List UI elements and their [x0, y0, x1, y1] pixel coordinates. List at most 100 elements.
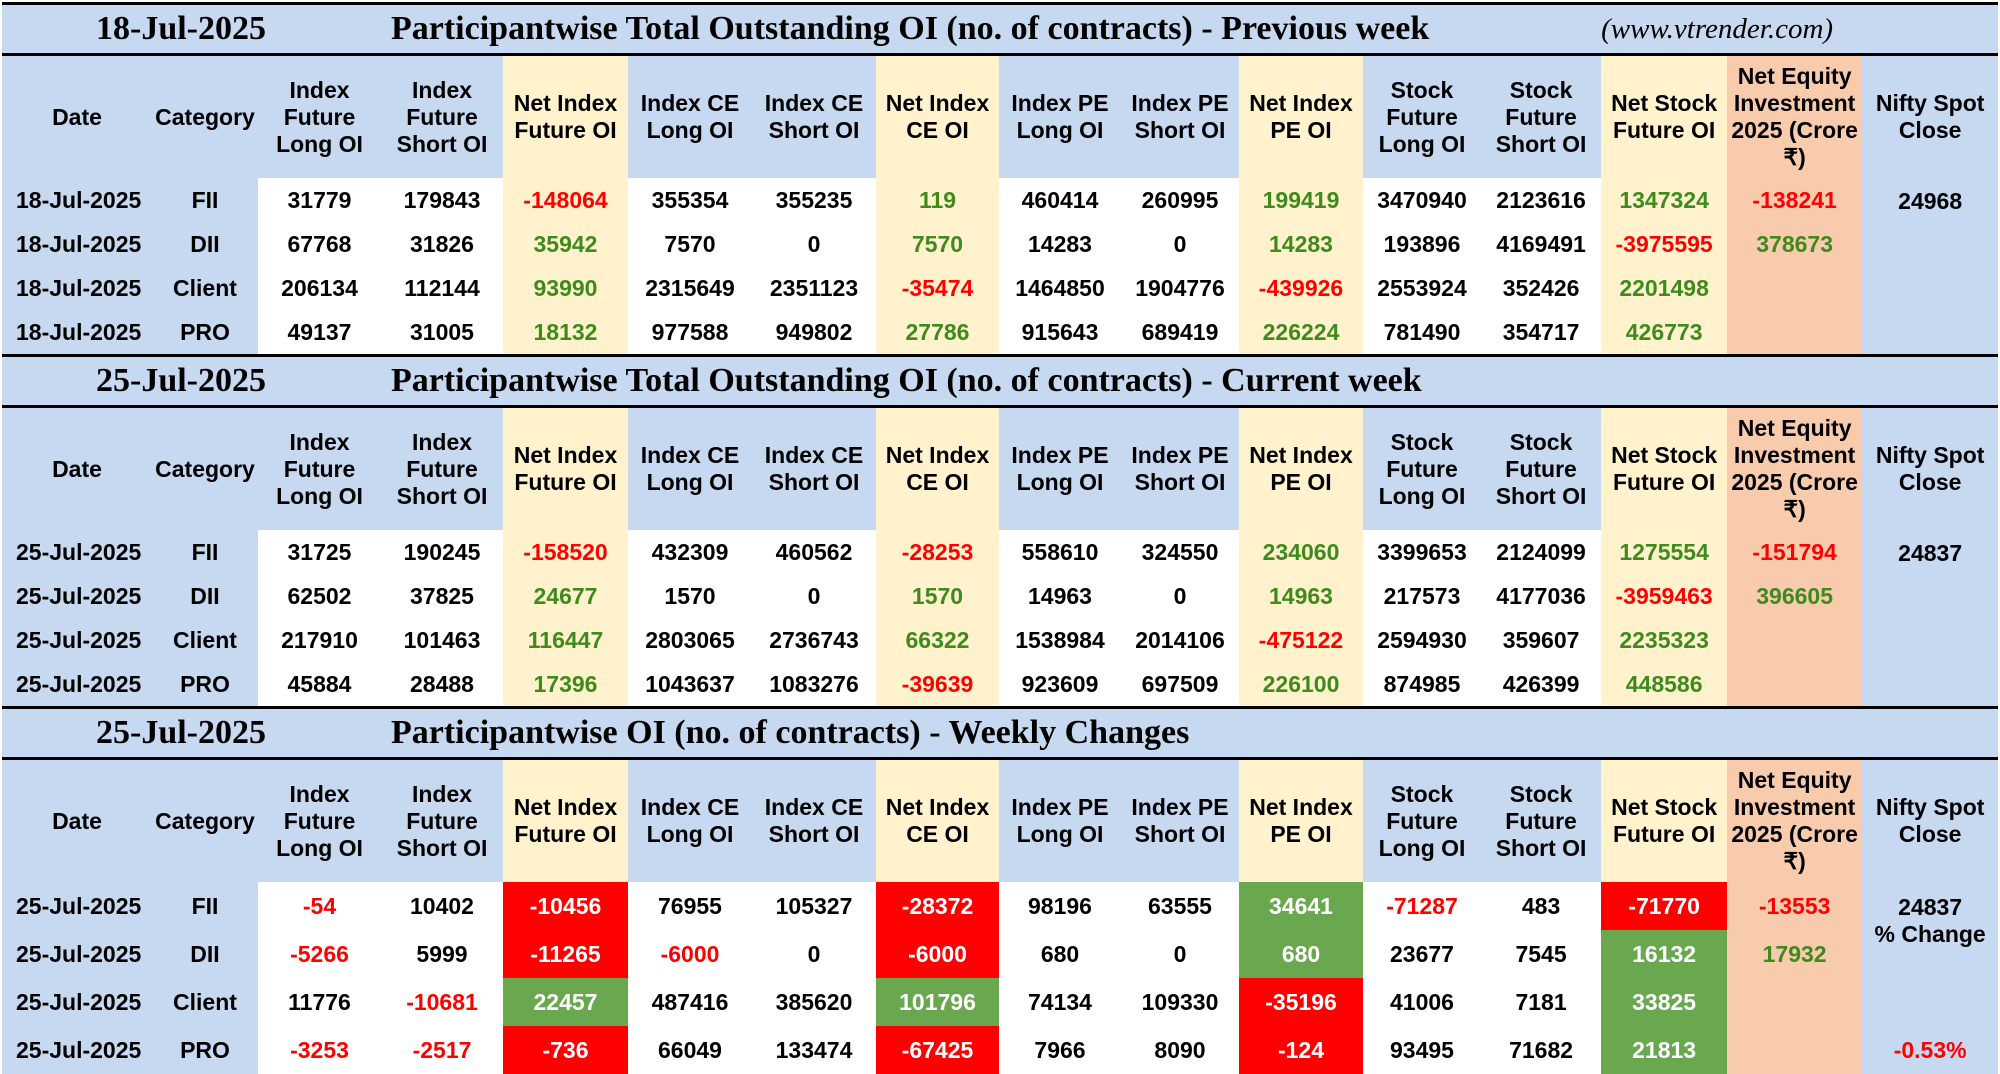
cell-nsf: -3959463 — [1601, 574, 1728, 618]
cell-ifl: 62502 — [258, 574, 381, 618]
cell-ifl: 31779 — [258, 178, 381, 222]
column-header: Net Stock Future OI — [1601, 758, 1728, 882]
column-header: Index PE Long OI — [999, 54, 1121, 178]
cell-ifs: 31826 — [381, 222, 503, 266]
cell-npe: -124 — [1239, 1026, 1363, 1074]
section-date: 25-Jul-2025 — [2, 354, 381, 408]
cell-cel: 76955 — [628, 882, 752, 930]
cell-nce: 27786 — [876, 310, 999, 356]
row-date: 18-Jul-2025 — [2, 266, 152, 310]
column-header: Nifty Spot Close — [1862, 406, 1999, 530]
cell-pes: 1904776 — [1121, 266, 1239, 310]
column-header: Net Stock Future OI — [1601, 406, 1728, 530]
column-header: Net Equity Investment 2025 (Crore ₹) — [1727, 758, 1863, 882]
row-category: Client — [152, 978, 258, 1026]
column-header: Index Future Short OI — [381, 54, 503, 178]
cell-sfs: 71682 — [1481, 1026, 1602, 1074]
column-header: Net Index PE OI — [1239, 406, 1363, 530]
cell-nif: 35942 — [503, 222, 628, 266]
column-header: Nifty Spot Close — [1862, 758, 1999, 882]
cell-ifs: 112144 — [381, 266, 503, 310]
cell-sfl: -71287 — [1363, 882, 1481, 930]
cell-pel: 1464850 — [999, 266, 1121, 310]
cell-nif: -736 — [503, 1026, 628, 1074]
column-header: Date — [2, 54, 152, 178]
cell-nei — [1727, 310, 1863, 356]
cell-ifs: 5999 — [381, 930, 503, 978]
column-header: Net Index Future OI — [503, 406, 628, 530]
column-header: Category — [152, 54, 258, 178]
cell-sfl: 781490 — [1363, 310, 1481, 356]
cell-pel: 1538984 — [999, 618, 1121, 662]
cell-ifl: 49137 — [258, 310, 381, 356]
column-header: Net Index Future OI — [503, 758, 628, 882]
cell-nsf: -71770 — [1601, 882, 1728, 930]
column-header: Net Index PE OI — [1239, 758, 1363, 882]
cell-npe: 226224 — [1239, 310, 1363, 356]
column-header: Index Future Long OI — [258, 758, 381, 882]
table-row: 25-Jul-2025 FII 31725 190245 -158520 432309 46… — [2, 530, 1999, 708]
column-header: Net Index CE OI — [876, 54, 999, 178]
column-header: Stock Future Short OI — [1481, 54, 1602, 178]
cell-nif: -11265 — [503, 930, 628, 978]
cell-sfl: 2553924 — [1363, 266, 1481, 310]
cell-npe: -439926 — [1239, 266, 1363, 310]
cell-nei — [1727, 662, 1863, 708]
cell-nif: 17396 — [503, 662, 628, 708]
row-date: 18-Jul-2025 — [2, 178, 152, 222]
section-title: Participantwise OI (no. of contracts) - … — [381, 706, 1999, 760]
row-date: 25-Jul-2025 — [2, 618, 152, 662]
row-category: Client — [152, 266, 258, 310]
cell-nei: 396605 — [1727, 574, 1863, 618]
column-header: Index CE Short OI — [752, 406, 876, 530]
row-date: 25-Jul-2025 — [2, 574, 152, 618]
cell-ces: 0 — [752, 222, 876, 266]
cell-pel: 7966 — [999, 1026, 1121, 1074]
cell-sfs: 7181 — [1481, 978, 1602, 1026]
column-header-row: Date Category Index Future Long OI Index Fu… — [2, 54, 1999, 178]
cell-ifs: 31005 — [381, 310, 503, 356]
cell-sfs: 7545 — [1481, 930, 1602, 978]
section-title-row: 25-Jul-2025 Participantwise OI (no. of co… — [2, 706, 1999, 760]
cell-nce: -39639 — [876, 662, 999, 708]
row-date: 18-Jul-2025 — [2, 222, 152, 266]
cell-pes: 63555 — [1121, 882, 1239, 930]
cell-ifl: 31725 — [258, 530, 381, 574]
cell-npe: -475122 — [1239, 618, 1363, 662]
cell-ces: 105327 — [752, 882, 876, 930]
cell-sfl: 3399653 — [1363, 530, 1481, 574]
cell-nsf: 1275554 — [1601, 530, 1728, 574]
row-category: PRO — [152, 1026, 258, 1074]
row-date: 25-Jul-2025 — [2, 882, 152, 930]
section-title: Participantwise Total Outstanding OI (no… — [381, 354, 1999, 408]
row-category: PRO — [152, 310, 258, 356]
cell-nei: -151794 — [1727, 530, 1863, 574]
cell-ifs: 179843 — [381, 178, 503, 222]
cell-ifl: 217910 — [258, 618, 381, 662]
cell-ifl: -54 — [258, 882, 381, 930]
cell-nce: -28372 — [876, 882, 999, 930]
cell-ifl: 206134 — [258, 266, 381, 310]
cell-pel: 680 — [999, 930, 1121, 978]
cell-ifl: 11776 — [258, 978, 381, 1026]
table-row: 18-Jul-2025 DII 67768 31826 35942 7570 0 7570 14… — [2, 222, 1998, 266]
cell-pes: 0 — [1121, 222, 1239, 266]
cell-pel: 915643 — [999, 310, 1121, 356]
column-header: Index CE Short OI — [752, 54, 876, 178]
row-category: Client — [152, 618, 258, 662]
cell-sfs: 2124099 — [1481, 530, 1602, 574]
cell-pel: 74134 — [999, 978, 1121, 1026]
cell-nsf: 2235323 — [1601, 618, 1728, 662]
row-category: DII — [152, 930, 258, 978]
cell-ces: 2351123 — [752, 266, 876, 310]
cell-pel: 98196 — [999, 882, 1121, 930]
cell-npe: 234060 — [1239, 530, 1363, 574]
cell-cel: 66049 — [628, 1026, 752, 1074]
cell-ifs: 190245 — [381, 530, 503, 574]
cell-nce: 101796 — [876, 978, 999, 1026]
cell-pel: 14963 — [999, 574, 1121, 618]
cell-npe: 226100 — [1239, 662, 1363, 708]
column-header: Index PE Short OI — [1121, 54, 1239, 178]
nifty-spot-cell: 24968 — [1862, 178, 1999, 356]
